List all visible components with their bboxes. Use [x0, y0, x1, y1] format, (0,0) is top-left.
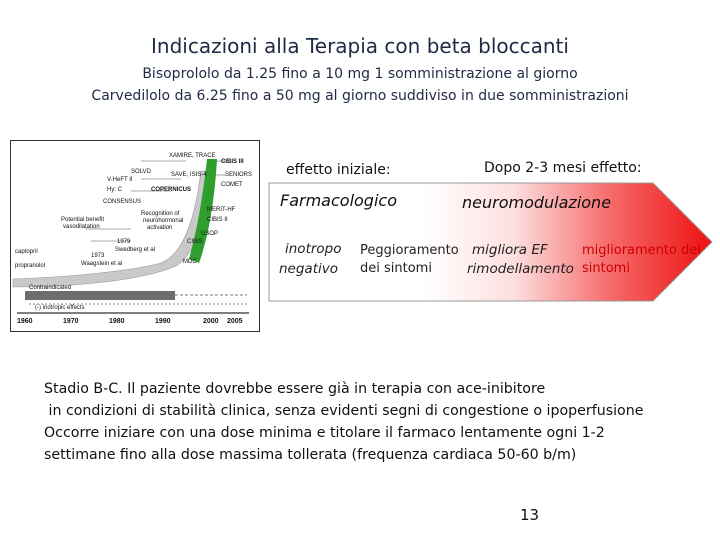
tick-1960: 1960	[17, 318, 33, 325]
label-cibis3: CIBIS III	[221, 159, 244, 165]
leader-lines	[85, 160, 226, 242]
subtitle-bisoprololo: Bisoprololo da 1.25 fino a 10 mg 1 sommi…	[142, 66, 578, 82]
label-1979: 1979	[117, 239, 131, 245]
label-recog2: neurohormonal	[143, 218, 183, 224]
green-rising-band	[189, 159, 217, 263]
label-contraindicated: Contraindicated	[29, 285, 71, 291]
migliora-ef-label: migliora EF	[472, 242, 548, 258]
label-potential1: Potential benefit	[61, 217, 104, 223]
label-propranolol: propranolol	[15, 263, 45, 269]
dei-sintomi-label: dei sintomi	[360, 261, 432, 276]
miglioramento-dei-label: miglioramento dei	[582, 243, 701, 258]
sintomi-label: sintomi	[582, 261, 630, 276]
label-recog3: activation	[147, 225, 172, 231]
tick-2005: 2005	[227, 318, 243, 325]
label-comet: COMET	[221, 182, 243, 188]
subtitle-carvedilolo: Carvedilolo da 6.25 fino a 50 mg al gior…	[91, 88, 629, 104]
farmacologico-label: Farmacologico	[280, 191, 397, 210]
label-xamire: XAMIRE, TRACE	[169, 153, 216, 159]
page-number: 13	[520, 506, 540, 524]
tick-2000: 2000	[203, 318, 219, 325]
tick-1990: 1990	[155, 318, 171, 325]
contraindicated-bar	[25, 291, 175, 300]
label-seniors: SENIORS	[225, 172, 252, 178]
label-waagstein: Waagstein et al	[81, 261, 122, 267]
x-tick-labels: 1960 1970 1980 1990 2000 2005	[17, 318, 243, 325]
body-line-4: settimane fino alla dose massima tollera…	[44, 447, 577, 463]
body-paragraph: Stadio B-C. Il paziente dovrebbe essere …	[44, 378, 684, 466]
neuromodulazione-label: neuromodulazione	[462, 193, 612, 212]
tick-1970: 1970	[63, 318, 79, 325]
label-1973: 1973	[91, 253, 105, 259]
history-figure-graphic: XAMIRE, TRACE CIBIS III SOLVD SAVE, ISIS…	[12, 153, 252, 325]
label-save: SAVE, ISIS-4	[171, 172, 207, 178]
label-potential2: vasodilatation	[63, 224, 100, 230]
slide-title: Indicazioni alla Terapia con beta blocca…	[151, 34, 569, 58]
label-copernicus: COPERNICUS	[151, 187, 191, 193]
body-line-1: Stadio B-C. Il paziente dovrebbe essere …	[44, 381, 546, 397]
rimodellamento-label: rimodellamento	[467, 261, 574, 277]
peggioramento-label: Peggioramento	[360, 243, 459, 258]
label-recog1: Recognition of	[141, 211, 180, 217]
label-cibis: CIBIS	[187, 239, 203, 245]
figure-text-labels: XAMIRE, TRACE CIBIS III SOLVD SAVE, ISIS…	[15, 153, 252, 311]
label-inotropic: (-) inotropic effects	[35, 305, 85, 311]
label-vheft2: V-HeFT II	[107, 177, 133, 183]
label-cibis2: CIBIS II	[207, 217, 228, 223]
label-mdc: MDC	[183, 259, 197, 265]
label-dopo-mesi: Dopo 2-3 mesi effetto:	[484, 160, 642, 176]
body-line-2: in condizioni di stabilità clinica, senz…	[44, 403, 644, 419]
label-usop: USOP	[201, 231, 218, 237]
label-meritt: MERIT-HF	[207, 207, 236, 213]
label-swedberg: Swedberg et al	[115, 247, 155, 253]
history-figure: XAMIRE, TRACE CIBIS III SOLVD SAVE, ISIS…	[10, 140, 260, 332]
label-captopril: captopril	[15, 249, 38, 255]
label-solvd: SOLVD	[131, 169, 152, 175]
label-hyc: Hy: C	[107, 187, 123, 193]
negativo-label: negativo	[279, 261, 338, 277]
body-line-3: Occorre iniziare con una dose minima e t…	[44, 425, 605, 441]
label-consensus: CONSENSUS	[103, 199, 141, 205]
effect-arrow	[268, 182, 713, 302]
inotropo-label: inotropo	[285, 241, 342, 257]
tick-1980: 1980	[109, 318, 125, 325]
label-effetto-iniziale: effetto iniziale:	[286, 162, 391, 178]
arrow-shape	[268, 182, 713, 302]
